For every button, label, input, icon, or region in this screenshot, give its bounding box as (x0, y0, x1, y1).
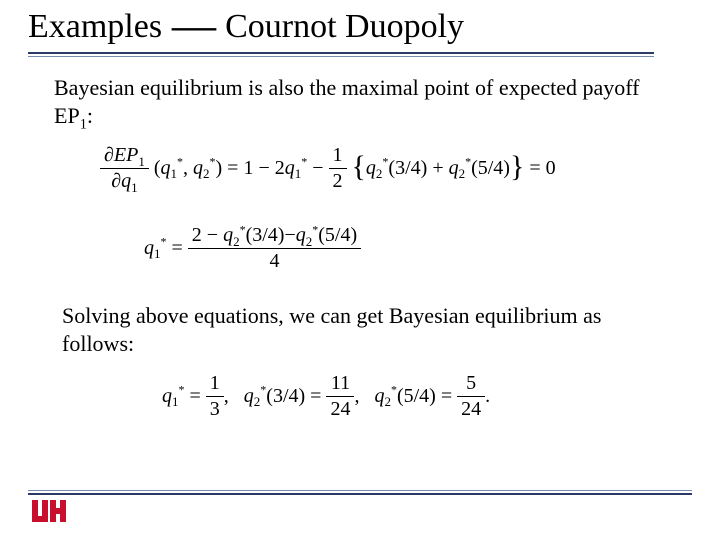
eq3-eq3: = (441, 385, 457, 407)
equation-2: q1* = 2 − q2*(3/4)−q2*(5/4) 4 (144, 224, 361, 273)
eq1-eq-zero: = 0 (524, 157, 555, 179)
eq1-open-paren: ( (154, 157, 161, 179)
eq3-v2-num: 11 (326, 372, 354, 395)
bottom-rule (28, 490, 692, 494)
eq3-frac2: 11 24 (326, 372, 354, 421)
eq1-EP-sub: 1 (138, 154, 145, 169)
eq1-partial-den: ∂ (111, 170, 121, 192)
eq1-q-den-sub: 1 (131, 180, 138, 195)
p1-subscript: 1 (80, 116, 87, 132)
paragraph-2: Solving above equations, we can get Baye… (62, 302, 662, 357)
eq2-num-q2a-arg: (3/4) (246, 224, 285, 246)
eq1-lhs-frac: ∂EP1 ∂q1 (100, 144, 149, 193)
title-underline-thin (28, 56, 654, 57)
eq1-q2a: q (366, 157, 376, 179)
eq3-v1-num: 1 (206, 372, 224, 395)
eq3-q1: q (162, 385, 172, 407)
eq3-q2b-arg: (5/4) (397, 385, 436, 407)
eq1-close-paren: ) (216, 157, 223, 179)
eq1-rhs-q1: q (285, 157, 295, 179)
title-part2: Cournot Duopoly (225, 8, 464, 45)
eq1-half-num: 1 (329, 144, 347, 167)
eq3-q2a: q (244, 385, 254, 407)
paragraph-1: Bayesian equilibrium is also the maximal… (54, 74, 654, 129)
eq2-equals: = (172, 237, 188, 259)
eq1-plus: + (427, 157, 448, 179)
eq3-v3-num: 5 (457, 372, 485, 395)
eq2-lhs: q (144, 237, 154, 259)
uh-logo-icon (32, 496, 66, 526)
eq3-frac1: 1 3 (206, 372, 224, 421)
eq3-eq1: = (190, 385, 206, 407)
eq1-rhs-a: 1 − 2 (243, 157, 284, 179)
eq2-frac: 2 − q2*(3/4)−q2*(5/4) 4 (188, 224, 361, 273)
eq3-v2-den: 24 (326, 398, 354, 421)
eq1-rhs-q1-sup: * (301, 154, 307, 168)
eq1-minus: − (312, 157, 328, 179)
eq1-EP: EP (114, 144, 138, 166)
eq3-q2a-arg: (3/4) (266, 385, 305, 407)
eq3-eq2: = (310, 385, 326, 407)
p1-text-b: : (87, 103, 93, 128)
eq1-half-den: 2 (329, 170, 347, 193)
slide: Examples — Cournot Duopoly Bayesian equi… (0, 0, 720, 540)
eq1-arg1: q (161, 157, 171, 179)
eq2-num-q2a: q (223, 224, 233, 246)
title-underline (28, 52, 654, 58)
eq2-den: 4 (188, 250, 361, 273)
eq2-num-q2b-arg: (5/4) (318, 224, 357, 246)
bottom-rule-thin (28, 490, 692, 491)
eq2-num-minus: − (284, 224, 295, 246)
eq3-period: . (485, 385, 490, 407)
eq1-arg2: q (193, 157, 203, 179)
eq1-partial-num: ∂ (104, 144, 114, 166)
eq1-q2a-arg: (3/4) (388, 157, 427, 179)
eq3-comma1: , (224, 385, 239, 407)
title-underline-thick (28, 52, 654, 54)
eq3-q1-sup: * (179, 382, 185, 396)
slide-title: Examples — Cournot Duopoly (28, 8, 464, 46)
p2-text: Solving above equations, we can get Baye… (62, 303, 601, 356)
eq3-v1-den: 3 (206, 398, 224, 421)
eq2-lhs-sup: * (161, 234, 167, 248)
eq3-q2b: q (374, 385, 384, 407)
eq1-equals: = (227, 157, 243, 179)
eq1-comma: , (183, 157, 193, 179)
eq1-q-den: q (121, 170, 131, 192)
eq1-q2b-arg: (5/4) (471, 157, 510, 179)
eq3-comma2: , (354, 385, 369, 407)
eq3-frac3: 5 24 (457, 372, 485, 421)
eq1-q2b: q (449, 157, 459, 179)
eq2-num-a: 2 − (192, 224, 223, 246)
title-part1: Examples (28, 8, 162, 45)
equation-3: q1* = 1 3 , q2*(3/4) = 11 24 , q2*(5/4) … (162, 372, 490, 421)
p1-text-a: Bayesian equilibrium is also the maximal… (54, 75, 640, 128)
eq2-num-q2b: q (296, 224, 306, 246)
equation-1: ∂EP1 ∂q1 (q1*, q2*) = 1 − 2q1* − 1 2 {q2… (100, 144, 556, 193)
title-dash: — (171, 8, 215, 46)
eq1-half: 1 2 (329, 144, 347, 193)
bottom-rule-thick (28, 493, 692, 495)
eq3-v3-den: 24 (457, 398, 485, 421)
